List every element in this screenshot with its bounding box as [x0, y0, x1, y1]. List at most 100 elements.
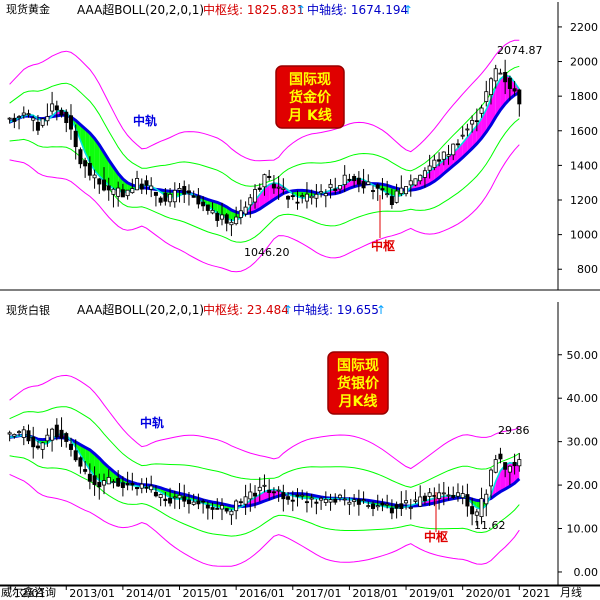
- candle-body: [59, 429, 64, 439]
- candle-body: [503, 462, 508, 470]
- x-tick-label: 2020/01: [466, 587, 512, 600]
- candle-body: [399, 503, 404, 510]
- annotation-box-bg: [275, 65, 345, 129]
- candle-body: [432, 495, 437, 497]
- candle-body: [59, 109, 64, 116]
- annotation-box-line: 国际现: [289, 72, 331, 88]
- annotation-box-line: 货金价: [288, 89, 332, 106]
- x-tick-label: 12/01: [14, 587, 46, 600]
- candle-body: [97, 481, 102, 488]
- gold-band-fill: [500, 75, 506, 110]
- candle-body: [215, 212, 220, 221]
- candle-body: [102, 179, 107, 191]
- candle-body: [399, 187, 404, 194]
- gold-upper-outer-band: [9, 39, 520, 162]
- candle-body: [97, 178, 102, 185]
- silver-mid-label: 中枢线: 23.484: [203, 302, 289, 317]
- candle-body: [427, 165, 432, 171]
- gold-band-fill: [255, 194, 260, 212]
- candle-body: [267, 489, 272, 493]
- candle-body: [172, 189, 177, 203]
- gold-band-fill: [429, 167, 435, 185]
- candle-body: [404, 500, 409, 504]
- candle-body: [366, 181, 371, 185]
- candle-body: [125, 483, 130, 486]
- candle-body: [243, 496, 248, 505]
- candle-body: [257, 486, 262, 492]
- candle-body: [262, 174, 267, 188]
- candle-body: [470, 506, 475, 515]
- candle-body: [40, 442, 45, 450]
- candle-body: [163, 498, 168, 502]
- candle-body: [484, 493, 489, 505]
- candle-body: [290, 499, 295, 502]
- candle-body: [375, 505, 380, 508]
- candle-body: [267, 175, 272, 178]
- candle-body: [257, 187, 262, 190]
- candle-body: [177, 494, 182, 499]
- candle-body: [106, 477, 111, 485]
- candle-body: [116, 187, 121, 197]
- gold-mid-track-line: [9, 91, 521, 216]
- silver-y-tick-label: 0.00: [574, 566, 599, 579]
- candle-body: [342, 498, 347, 501]
- candle-body: [290, 195, 295, 198]
- x-tick-label: 2017/01: [296, 587, 342, 600]
- x-tick-label: 2014/01: [126, 587, 172, 600]
- candle-body: [68, 443, 73, 450]
- silver-band-fill: [89, 449, 95, 477]
- gold-lower-outer-band: [9, 144, 520, 273]
- candle-body: [153, 491, 158, 497]
- candle-body: [328, 183, 333, 189]
- candle-body: [186, 499, 191, 505]
- candle-body: [394, 190, 399, 203]
- candle-body: [21, 112, 26, 116]
- candle-body: [418, 174, 423, 182]
- candle-body: [356, 499, 361, 505]
- silver-y-tick-label: 50.00: [567, 349, 599, 362]
- candle-body: [309, 497, 314, 500]
- silver-axis-arrow: ↑: [376, 303, 386, 317]
- candle-body: [455, 143, 460, 146]
- silver-y-tick-label: 10.00: [567, 523, 599, 536]
- x-tick-label: 2021: [522, 587, 550, 600]
- gold-y-tick-label: 2200: [570, 21, 598, 34]
- gold-y-tick-label: 800: [577, 263, 598, 276]
- candle-body: [229, 221, 234, 226]
- candle-body: [512, 461, 517, 467]
- candle-body: [243, 206, 248, 215]
- candle-body: [130, 483, 135, 486]
- candle-body: [465, 128, 470, 131]
- candle-body: [7, 117, 12, 120]
- candle-body: [389, 507, 394, 514]
- candle-body: [253, 492, 258, 497]
- candle-body: [408, 180, 413, 186]
- candle-body: [361, 499, 366, 502]
- candle-body: [158, 197, 163, 203]
- candle-body: [328, 499, 333, 503]
- candle-body: [130, 188, 135, 194]
- candle-body: [446, 154, 451, 157]
- silver-indicator-name: AAA超BOLL(20,2,0,1): [77, 302, 204, 317]
- silver-mid-arrow: ↑: [283, 303, 293, 317]
- gold-band-fill: [264, 184, 270, 206]
- candle-body: [35, 121, 40, 131]
- candle-body: [224, 508, 229, 512]
- candle-body: [182, 186, 187, 195]
- candle-body: [413, 499, 418, 502]
- candle-body: [78, 149, 83, 165]
- gold-y-tick-label: 1000: [570, 229, 598, 242]
- candle-body: [12, 433, 17, 437]
- silver-high-label: 29.86: [498, 424, 530, 437]
- candle-body: [517, 89, 522, 105]
- candle-body: [177, 188, 182, 191]
- candle-body: [87, 473, 92, 482]
- candle-body: [210, 507, 215, 510]
- candle-body: [248, 197, 253, 206]
- candle-body: [262, 484, 267, 487]
- candle-body: [337, 494, 342, 499]
- candle-body: [493, 459, 498, 473]
- silver-y-tick-label: 30.00: [567, 436, 599, 449]
- candle-body: [437, 492, 442, 499]
- candle-body: [380, 502, 385, 506]
